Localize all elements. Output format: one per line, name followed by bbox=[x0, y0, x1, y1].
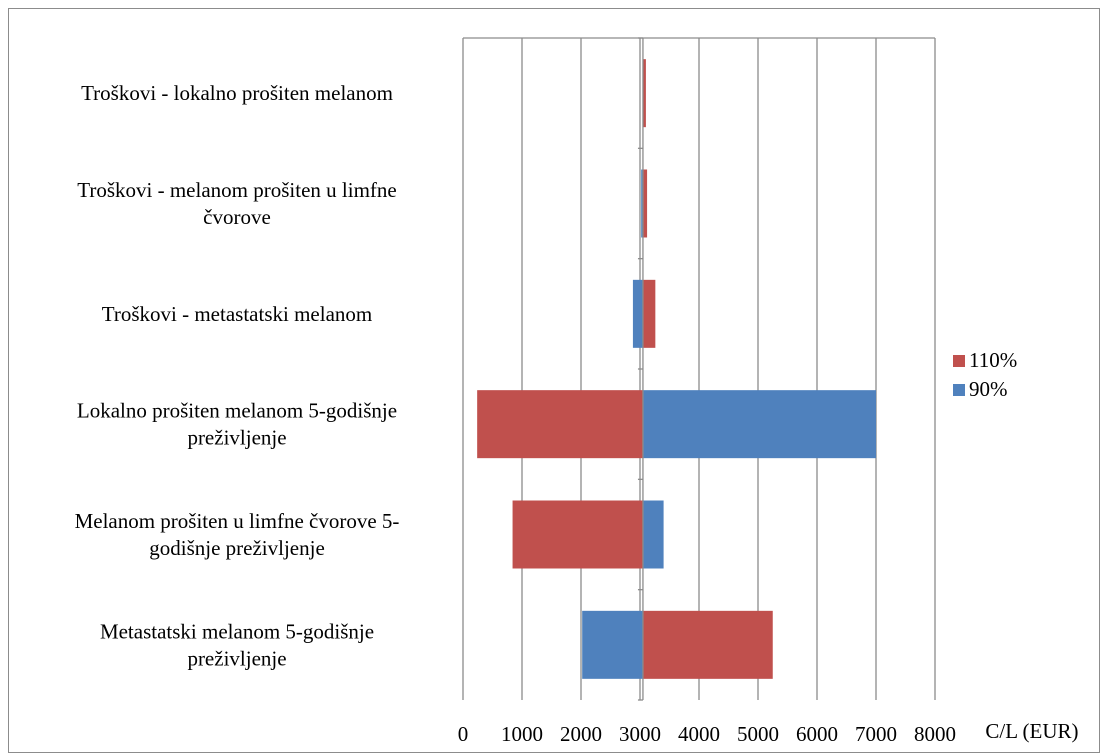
bar-90pct-4 bbox=[642, 500, 664, 569]
category-label-0-0: Troškovi - lokalno prošiten melanom bbox=[81, 81, 393, 105]
legend-label-110pct: 110% bbox=[969, 348, 1017, 372]
category-label-4-1: godišnje preživljenje bbox=[149, 536, 325, 560]
x-tick-label-7000: 7000 bbox=[855, 722, 897, 746]
legend-label-90pct: 90% bbox=[969, 377, 1008, 401]
x-tick-label-2000: 2000 bbox=[560, 722, 602, 746]
category-label-1-1: čvorove bbox=[203, 205, 271, 229]
x-axis-title: C/L (EUR) bbox=[985, 719, 1078, 743]
bar-90pct-3 bbox=[642, 390, 876, 459]
legend-swatch-110pct bbox=[953, 355, 965, 367]
x-tick-label-1000: 1000 bbox=[501, 722, 543, 746]
category-label-3-0: Lokalno prošiten melanom 5-godišnje bbox=[77, 399, 397, 423]
category-label-3-1: preživljenje bbox=[187, 426, 286, 450]
x-tick-label-6000: 6000 bbox=[796, 722, 838, 746]
bar-110pct-4 bbox=[512, 500, 643, 569]
bar-90pct-5 bbox=[582, 610, 643, 679]
x-tick-label-3000: 3000 bbox=[619, 722, 661, 746]
bar-90pct-2 bbox=[632, 279, 643, 348]
x-tick-label-0: 0 bbox=[458, 722, 469, 746]
x-tick-label-8000: 8000 bbox=[914, 722, 956, 746]
x-tick-label-4000: 4000 bbox=[678, 722, 720, 746]
category-label-5-0: Metastatski melanom 5-godišnje bbox=[100, 619, 374, 643]
category-label-4-0: Melanom prošiten u limfne čvorove 5- bbox=[75, 509, 400, 533]
bar-90pct-1 bbox=[641, 169, 643, 238]
category-label-2-0: Troškovi - metastatski melanom bbox=[102, 302, 372, 326]
bar-110pct-0 bbox=[642, 59, 646, 128]
chart-frame bbox=[8, 8, 1100, 753]
x-tick-label-5000: 5000 bbox=[737, 722, 779, 746]
bar-110pct-1 bbox=[642, 169, 648, 238]
bar-110pct-3 bbox=[477, 390, 643, 459]
category-label-1-0: Troškovi - melanom prošiten u limfne bbox=[77, 178, 396, 202]
bar-110pct-5 bbox=[642, 610, 773, 679]
bar-110pct-2 bbox=[642, 279, 656, 348]
category-label-5-1: preživljenje bbox=[187, 646, 286, 670]
legend-swatch-90pct bbox=[953, 384, 965, 396]
